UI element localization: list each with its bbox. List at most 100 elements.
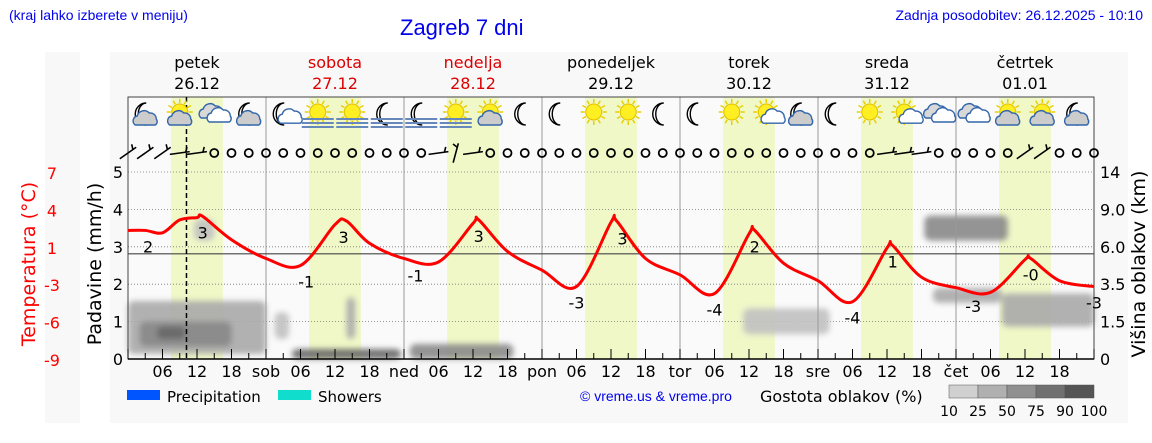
right-axis-tick: 1.5 — [1100, 313, 1125, 332]
sun-ray — [586, 119, 590, 124]
sun-ray — [892, 104, 897, 109]
temp-axis-tick: -3 — [44, 276, 60, 295]
sun-ray — [448, 100, 452, 105]
day-name: torek — [728, 53, 770, 72]
day-name: ponedeljek — [567, 53, 656, 72]
x-tick-label: 18 — [911, 362, 931, 381]
wind-barb-tick — [165, 144, 169, 150]
sun-ray — [172, 100, 176, 105]
x-tick-label: 12 — [877, 362, 897, 381]
moon-fog-icon — [405, 102, 438, 128]
wind-calm-icon — [243, 148, 254, 158]
wind-calm-icon — [813, 148, 823, 158]
wind-calm-icon — [692, 148, 703, 158]
wind-calm-icon — [795, 148, 806, 158]
x-tick-label: 06 — [842, 362, 862, 381]
x-day-label: tor — [669, 362, 692, 381]
temperature-label: 3 — [617, 229, 627, 248]
sun-ray — [478, 104, 483, 109]
sun-ray — [759, 100, 763, 105]
wind-barb-icon — [153, 144, 172, 160]
sun-ray — [720, 115, 725, 120]
sun-ray — [632, 119, 636, 124]
x-day-label: sob — [252, 362, 280, 381]
sun-ray — [463, 104, 468, 109]
cloud-patch — [139, 321, 232, 347]
sun-ray — [754, 104, 759, 109]
wind-barb-shaft — [1033, 144, 1051, 160]
wind-barb-icon — [452, 143, 460, 163]
x-tick-label: 12 — [1015, 362, 1035, 381]
sun-ray — [444, 104, 449, 109]
cloud-patch — [409, 344, 514, 359]
cloud-shape — [898, 108, 924, 124]
wind-barb-shaft — [452, 143, 460, 163]
wind-barb-shaft — [894, 146, 915, 156]
wind-calm-icon — [364, 148, 375, 158]
sun-icon — [580, 99, 607, 125]
daylight-band — [447, 97, 499, 359]
cloud-shape — [930, 107, 957, 123]
sun-ray — [601, 115, 606, 120]
legend-precipitation-label: Precipitation — [167, 388, 261, 406]
moon-icon — [652, 102, 664, 126]
cloud-density-level: 75 — [1027, 404, 1045, 420]
sun-icon — [718, 99, 745, 125]
x-tick-label: 06 — [980, 362, 1000, 381]
wind-calm-icon — [675, 148, 685, 158]
day-name: sreda — [865, 53, 909, 72]
cloud-patch — [274, 312, 289, 340]
sun-ray — [310, 100, 314, 105]
wind-calm-icon — [761, 148, 772, 158]
sun-ray — [356, 100, 360, 105]
wind-barb-tick — [443, 146, 447, 153]
credit-link[interactable]: © vreme.us & vreme.pro — [580, 388, 732, 404]
temperature-label: 2 — [750, 237, 760, 256]
sun-ray — [1000, 100, 1004, 105]
wind-barb-shaft — [186, 146, 208, 156]
x-tick-label: 06 — [428, 362, 448, 381]
wind-calm-icon — [347, 148, 358, 158]
x-day-label: čet — [944, 362, 969, 381]
sun-ray — [621, 119, 625, 124]
x-tick-label: 18 — [635, 362, 655, 381]
cloud-density-level: 10 — [940, 404, 958, 420]
cloud-patch — [194, 219, 215, 241]
x-tick-label: 18 — [359, 362, 379, 381]
cloud-shape — [477, 110, 503, 126]
wind-barb-shaft — [876, 146, 898, 156]
x-tick-label: 18 — [497, 362, 517, 381]
location-hint[interactable]: (kraj lahko izberete v meniju) — [9, 7, 188, 23]
x-tick-label: 06 — [152, 362, 172, 381]
temp-axis-tick: -6 — [44, 314, 60, 333]
wind-barb-shaft — [153, 144, 172, 160]
sun-ray — [862, 119, 866, 124]
day-date: 29.12 — [588, 74, 634, 93]
cloud-shape — [206, 107, 232, 123]
sun-disc — [309, 103, 327, 121]
sun-disc — [447, 103, 465, 121]
x-tick-label: 18 — [773, 362, 793, 381]
wind-calm-icon — [554, 148, 565, 158]
wind-barb-shaft — [462, 146, 484, 156]
left-axis-label: Padavine (mm/h) — [84, 183, 106, 346]
moon-shape — [272, 102, 285, 126]
sun-ray — [459, 100, 463, 105]
wind-barb-tick — [478, 146, 482, 153]
sun-disc — [723, 103, 741, 121]
sun-ray — [754, 115, 759, 120]
day-date: 27.12 — [312, 74, 358, 93]
x-tick-label: 12 — [187, 362, 207, 381]
wind-barb-tick — [1027, 144, 1031, 150]
sun-ray — [494, 100, 498, 105]
cloud-density-level: 50 — [998, 404, 1016, 420]
sun-cloud-icon — [166, 99, 193, 126]
sun-ray — [858, 115, 863, 120]
wind-calm-icon — [985, 148, 996, 158]
x-tick-label: 06 — [290, 362, 310, 381]
sun-ray — [724, 100, 728, 105]
wind-barb-tick — [184, 146, 188, 153]
temp-axis-tick: 7 — [47, 164, 57, 183]
temperature-label: 2 — [143, 237, 153, 256]
sun-cloud-icon — [994, 99, 1021, 126]
